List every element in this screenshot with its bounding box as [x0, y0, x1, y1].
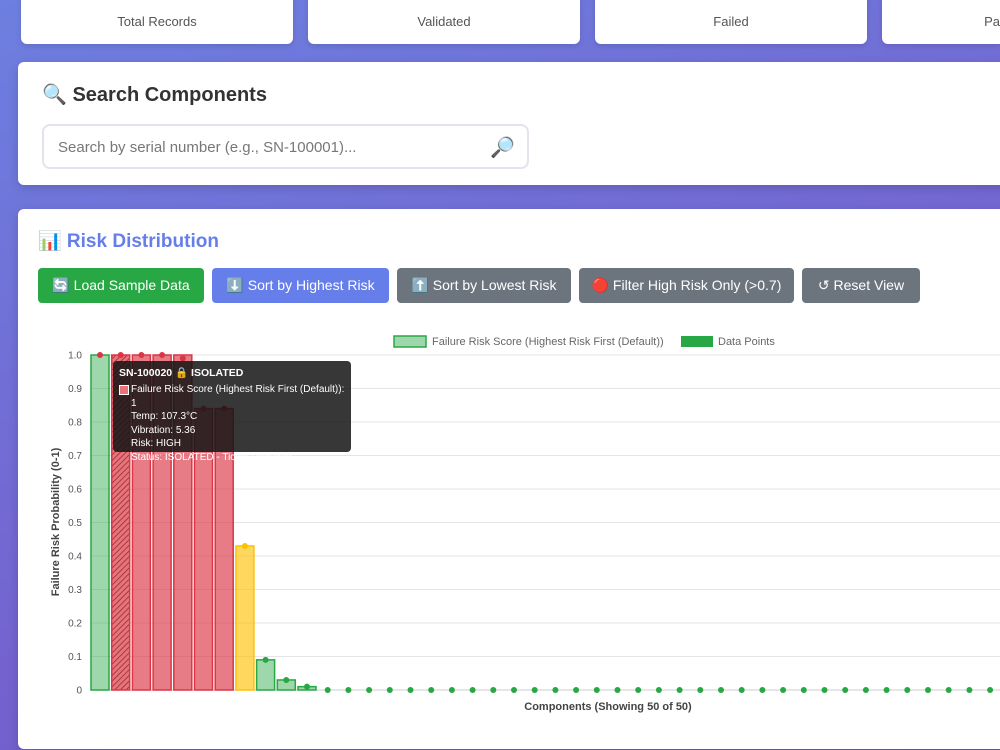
data-point[interactable] [614, 687, 621, 693]
y-tick-label: 0.7 [68, 451, 82, 462]
data-point[interactable] [800, 687, 807, 693]
stat-card-pending: 0 Pa [882, 0, 1000, 44]
data-point[interactable] [883, 687, 890, 693]
magnifier-icon[interactable]: 🔎 [490, 137, 515, 159]
tooltip-status: Status: ISOLATED - Ticket Required [131, 451, 292, 463]
data-point[interactable] [448, 687, 455, 693]
tooltip-title: SN-100020 🔒 ISOLATED [119, 367, 244, 379]
data-point[interactable] [718, 687, 724, 693]
risk-chart[interactable]: 0 0.1 0.2 0.3 0.4 0.5 0.6 0.7 0.8 0.9 1.0 Failure … [18, 209, 1000, 749]
data-point[interactable] [304, 683, 310, 690]
data-point[interactable] [262, 656, 269, 663]
stat-label: Total Records [117, 14, 197, 29]
stat-card-failed: 4 Failed [595, 0, 867, 44]
legend-label-data-points[interactable]: Data Points [718, 336, 775, 348]
reset-view-button[interactable]: ↺ Reset View [802, 268, 920, 303]
data-point[interactable] [366, 687, 373, 693]
tooltip-score-line: Failure Risk Score (Highest Risk First (… [119, 383, 345, 410]
data-point[interactable] [511, 687, 517, 693]
risk-bar[interactable] [90, 354, 110, 691]
y-tick-label: 0.9 [68, 384, 82, 395]
y-tick-label: 0.6 [68, 485, 82, 496]
tooltip-score-text: Failure Risk Score (Highest Risk First (… [131, 384, 345, 409]
data-point[interactable] [655, 687, 662, 693]
stat-label: Validated [417, 14, 471, 29]
y-tick-label: 0.3 [68, 585, 82, 596]
data-point[interactable] [490, 687, 497, 693]
risk-distribution-title: 📊 Risk Distribution [38, 231, 219, 252]
chart-tooltip: SN-100020 🔒 ISOLATED Failure Risk Score … [113, 361, 351, 463]
stat-card-total: 50 Total Records [21, 0, 293, 44]
data-point[interactable] [780, 687, 787, 693]
data-point[interactable] [759, 687, 766, 693]
data-point[interactable] [593, 687, 600, 693]
data-point[interactable] [635, 687, 642, 693]
x-axis-label: Components (Showing 50 of 50) [524, 701, 692, 713]
data-point[interactable] [283, 676, 290, 683]
data-point[interactable] [386, 687, 393, 693]
data-point[interactable] [407, 687, 414, 693]
stat-value: 4 [595, 0, 867, 4]
sort-lowest-risk-button[interactable]: ⬆️ Sort by Lowest Risk [397, 268, 571, 303]
legend-swatch-data-points[interactable] [681, 336, 713, 347]
data-point[interactable] [862, 687, 869, 693]
stat-value: 45 [308, 0, 580, 4]
data-point[interactable] [531, 687, 538, 693]
stat-value: 0 [991, 0, 1000, 4]
data-point[interactable] [179, 355, 186, 362]
y-tick-label: 0.2 [68, 619, 82, 630]
tooltip-risk: Risk: HIGH [131, 438, 181, 449]
data-point[interactable] [925, 687, 931, 693]
data-point[interactable] [738, 687, 745, 693]
legend-label-risk-score[interactable]: Failure Risk Score (Highest Risk First (… [432, 336, 664, 348]
data-point[interactable] [697, 687, 704, 693]
y-tick-label: 1.0 [68, 351, 82, 362]
data-point[interactable] [987, 687, 994, 693]
stat-card-validated: 45 Validated [308, 0, 580, 44]
load-sample-data-button[interactable]: 🔄 Load Sample Data [38, 268, 204, 303]
data-point[interactable] [842, 687, 849, 693]
data-point[interactable] [138, 352, 145, 358]
data-point[interactable] [573, 687, 580, 693]
data-point[interactable] [945, 687, 952, 693]
y-tick-label: 0.8 [68, 418, 82, 429]
y-axis-label: Failure Risk Probability (0-1) [50, 447, 62, 596]
data-point[interactable] [324, 687, 331, 693]
data-point[interactable] [821, 687, 828, 693]
search-panel: 🔍 Search Components 🔎 [18, 62, 1000, 185]
risk-bar[interactable] [255, 659, 276, 691]
data-point[interactable] [241, 542, 248, 549]
search-input[interactable] [58, 136, 478, 158]
data-point[interactable] [345, 687, 352, 693]
risk-distribution-panel: 📊 Risk Distribution 🔄 Load Sample Data ⬇… [18, 209, 1000, 749]
y-tick-label: 0.5 [68, 518, 82, 529]
data-point[interactable] [966, 687, 973, 693]
tooltip-vibration: Vibration: 5.36 [131, 424, 196, 436]
search-title: 🔍 Search Components [42, 84, 267, 106]
stat-label: Pa [984, 14, 1000, 29]
data-point[interactable] [469, 687, 476, 693]
y-tick-label: 0.4 [68, 552, 82, 563]
legend-swatch-risk-score[interactable] [393, 335, 427, 348]
y-tick-label: 0.1 [68, 652, 82, 663]
stat-value: 50 [21, 0, 293, 4]
data-point[interactable] [428, 687, 435, 693]
data-point[interactable] [159, 352, 166, 358]
data-point[interactable] [552, 687, 559, 693]
data-point[interactable] [904, 687, 911, 693]
filter-high-risk-button[interactable]: 🔴 Filter High Risk Only (>0.7) [579, 268, 794, 303]
sort-highest-risk-button[interactable]: ⬇️ Sort by Highest Risk [212, 268, 389, 303]
data-point[interactable] [676, 687, 683, 693]
tooltip-temp: Temp: 107.3°C [131, 411, 198, 422]
y-tick-label: 0 [76, 686, 82, 697]
risk-bar[interactable] [235, 545, 255, 691]
data-point[interactable] [97, 352, 103, 358]
search-box[interactable]: 🔎 [42, 124, 529, 169]
data-point[interactable] [117, 352, 124, 358]
stat-label: Failed [713, 14, 749, 29]
tooltip-swatch [119, 385, 129, 395]
